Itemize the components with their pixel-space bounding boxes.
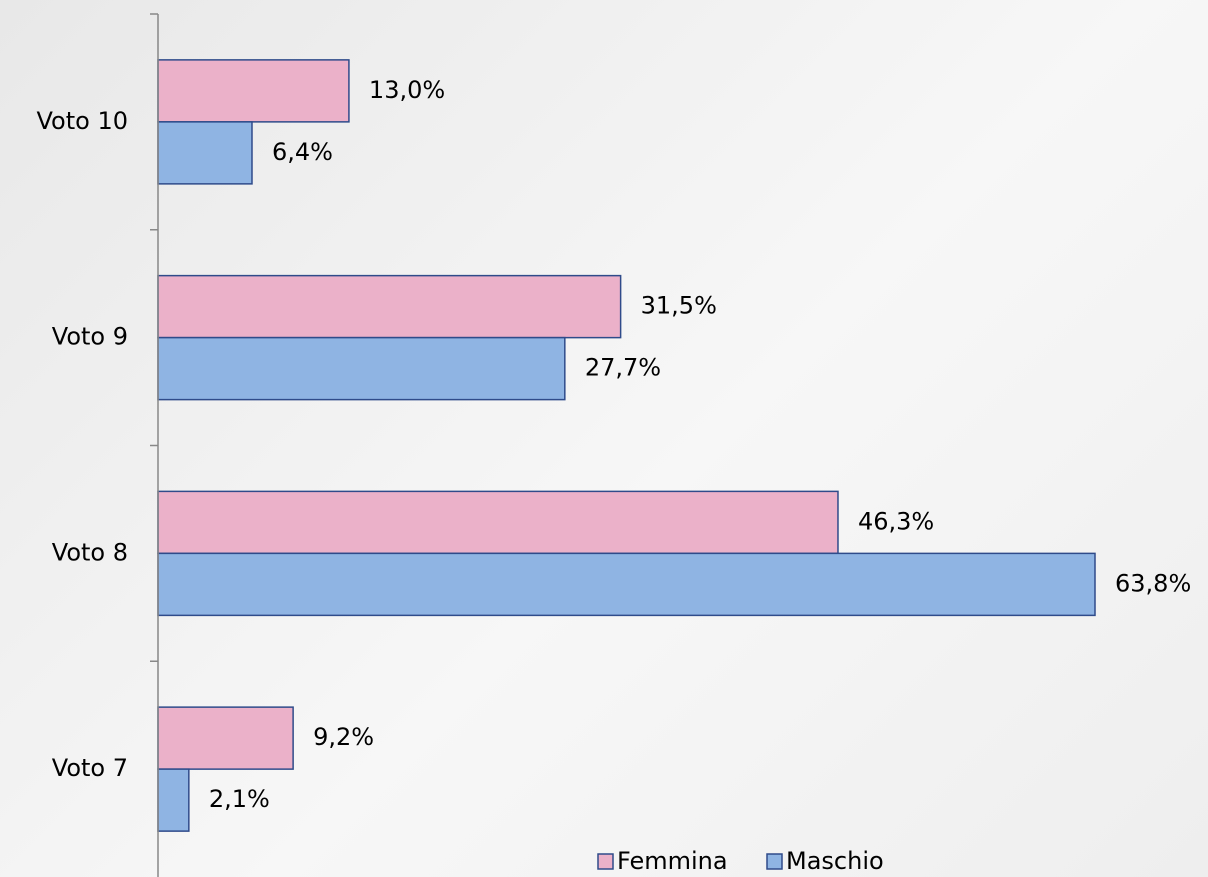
data-label: 31,5%: [641, 292, 717, 320]
bar: [157, 490, 839, 555]
bar: [157, 121, 253, 185]
data-label: 63,8%: [1115, 569, 1191, 597]
bar: [157, 706, 294, 770]
y-tick-label: Voto 7: [52, 754, 128, 782]
y-tick-label: Voto 8: [52, 538, 128, 566]
legend-swatch: [597, 853, 614, 870]
y-tick-label: Voto 9: [52, 323, 128, 351]
bar: [157, 768, 190, 832]
data-label: 27,7%: [585, 354, 661, 382]
data-label: 13,0%: [369, 76, 445, 104]
data-label: 6,4%: [272, 138, 333, 166]
data-label: 2,1%: [209, 785, 270, 813]
data-label: 9,2%: [313, 723, 374, 751]
legend-swatch: [766, 853, 783, 870]
bar: [157, 274, 622, 339]
bar: [157, 552, 1096, 617]
bar: [157, 336, 566, 401]
legend-label: Femmina: [617, 847, 728, 875]
legend-label: Maschio: [786, 847, 884, 875]
data-label: 46,3%: [858, 507, 934, 535]
bar: [157, 59, 350, 123]
y-tick-label: Voto 10: [37, 107, 129, 135]
